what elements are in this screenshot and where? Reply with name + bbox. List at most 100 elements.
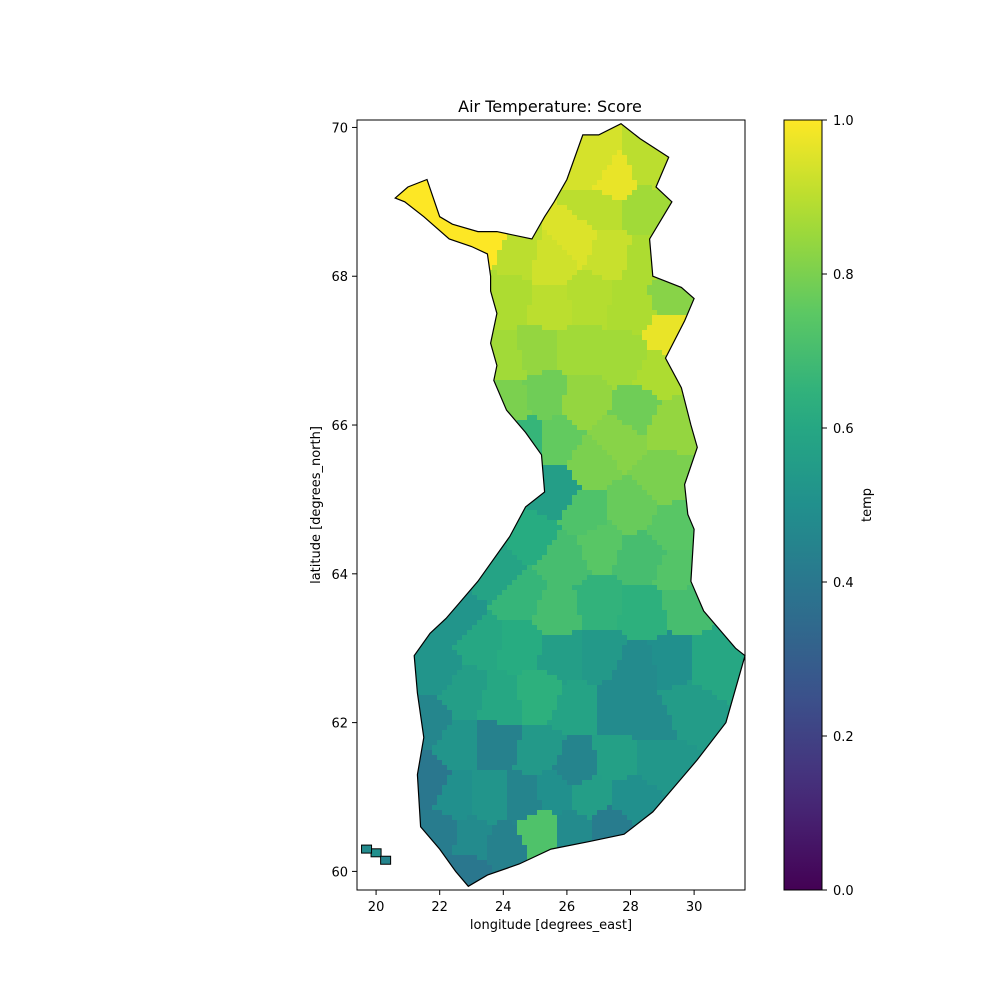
score-cell (677, 395, 683, 401)
score-cell (557, 300, 563, 306)
score-cell (632, 210, 638, 216)
score-cell (572, 260, 578, 266)
score-cell (622, 210, 628, 216)
score-cell (532, 345, 538, 351)
score-cell (567, 220, 573, 226)
score-cell (517, 405, 523, 411)
score-cell (632, 420, 638, 426)
score-cell (607, 255, 613, 261)
score-cell (637, 185, 643, 191)
score-cell (617, 315, 623, 321)
score-cell (632, 175, 638, 181)
score-cell (522, 350, 528, 356)
score-cell (557, 435, 563, 441)
score-cell (617, 410, 623, 416)
score-cell (537, 430, 543, 436)
score-cell (667, 375, 673, 381)
score-cell (567, 340, 573, 346)
score-cell (467, 235, 473, 241)
score-cell (647, 415, 653, 421)
score-cell (667, 295, 673, 301)
score-cell (597, 285, 603, 291)
score-cell (647, 170, 653, 176)
score-cell (622, 240, 628, 246)
score-cell (547, 215, 553, 221)
score-cell (442, 230, 448, 236)
score-cell (627, 315, 633, 321)
score-cell (562, 280, 568, 286)
score-cell (587, 260, 593, 266)
score-cell (637, 425, 643, 431)
score-cell (632, 390, 638, 396)
score-cell (492, 350, 498, 356)
score-cell (567, 260, 573, 266)
score-cell (597, 420, 603, 426)
score-cell (542, 265, 548, 271)
score-cell (617, 395, 623, 401)
score-cell (642, 360, 648, 366)
score-cell (647, 320, 653, 326)
score-cell (582, 355, 588, 361)
score-cell (652, 280, 658, 286)
score-cell (642, 275, 648, 281)
score-cell (502, 265, 508, 271)
score-cell (562, 365, 568, 371)
score-cell (517, 355, 523, 361)
score-cell (452, 225, 458, 231)
score-cell (667, 290, 673, 296)
score-cell (417, 190, 423, 196)
score-cell (617, 360, 623, 366)
score-cell (507, 280, 513, 286)
score-cell (572, 395, 578, 401)
score-cell (637, 400, 643, 406)
score-cell (652, 360, 658, 366)
score-cell (612, 225, 618, 231)
score-cell (547, 345, 553, 351)
score-cell (602, 415, 608, 421)
score-cell (642, 200, 648, 206)
score-cell (552, 230, 558, 236)
score-cell (672, 400, 678, 406)
score-cell (612, 295, 618, 301)
score-cell (567, 295, 573, 301)
score-cell (552, 265, 558, 271)
score-cell (587, 265, 593, 271)
score-cell (622, 430, 628, 436)
score-cell (617, 435, 623, 441)
score-cell (602, 365, 608, 371)
score-cell (582, 200, 588, 206)
score-cell (622, 275, 628, 281)
score-cell (637, 270, 643, 276)
score-cell (607, 320, 613, 326)
score-cell (682, 305, 688, 311)
score-cell (662, 310, 668, 316)
score-cell (512, 335, 518, 341)
score-cell (492, 250, 498, 256)
score-cell (647, 310, 653, 316)
score-cell (587, 420, 593, 426)
score-cell (582, 325, 588, 331)
score-cell (617, 250, 623, 256)
score-cell (417, 205, 423, 211)
score-cell (427, 200, 433, 206)
score-cell (632, 310, 638, 316)
score-cell (677, 410, 683, 416)
score-cell (617, 280, 623, 286)
score-cell (652, 410, 658, 416)
score-cell (572, 215, 578, 221)
score-cell (427, 195, 433, 201)
score-cell (572, 235, 578, 241)
score-cell (577, 410, 583, 416)
score-cell (637, 335, 643, 341)
score-cell (617, 390, 623, 396)
score-cell (612, 255, 618, 261)
score-cell (492, 295, 498, 301)
score-cell (582, 375, 588, 381)
score-cell (617, 285, 623, 291)
score-cell (492, 245, 498, 251)
score-cell (502, 315, 508, 321)
score-cell (597, 240, 603, 246)
score-cell (582, 420, 588, 426)
score-cell (597, 320, 603, 326)
score-cell (447, 235, 453, 241)
